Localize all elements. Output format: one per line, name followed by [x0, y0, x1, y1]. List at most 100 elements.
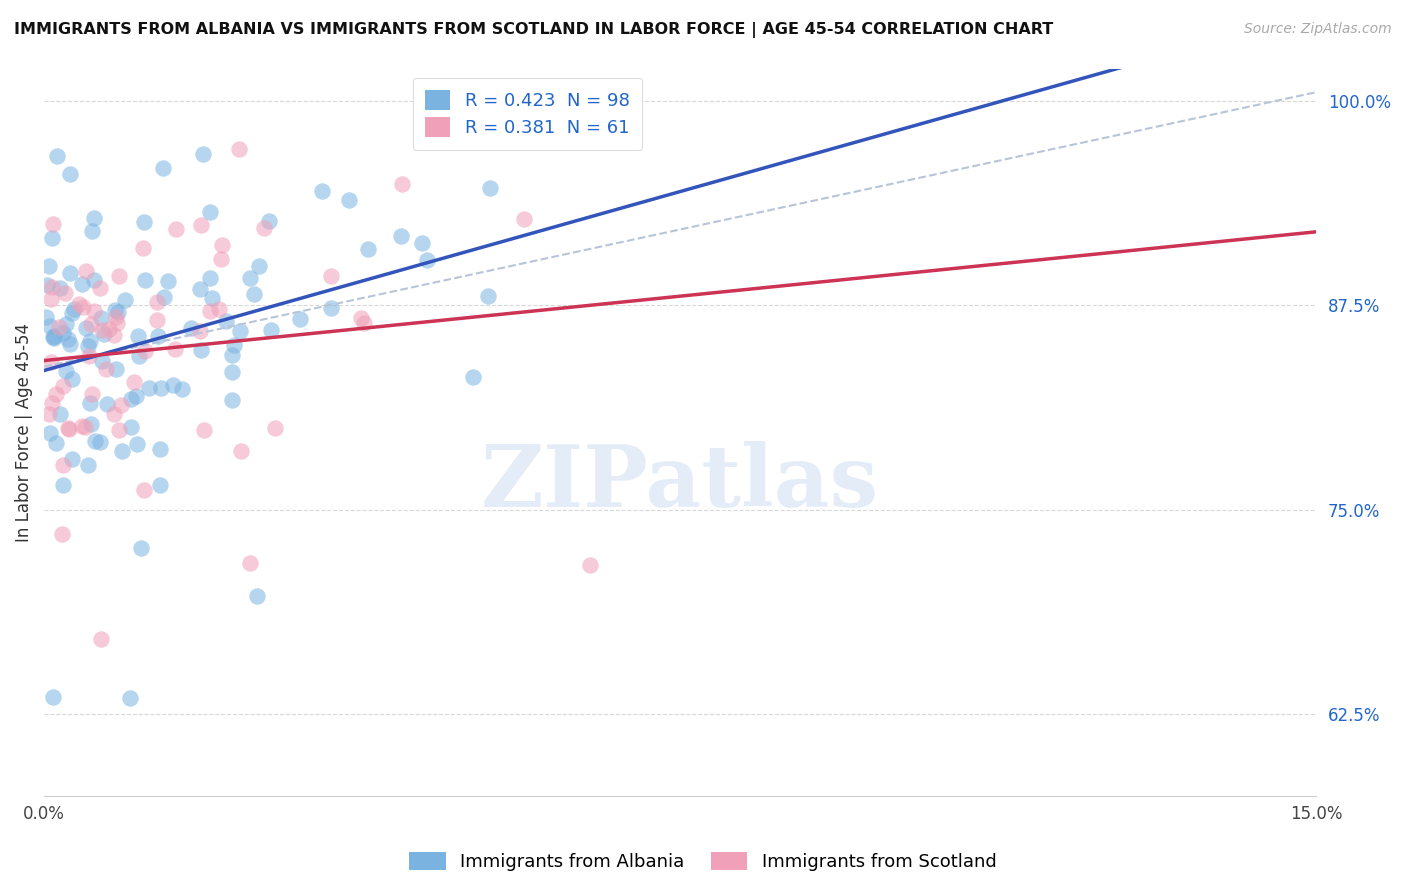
Point — [163, 342, 186, 356]
Point — [150, 381, 173, 395]
Point — [200, 205, 222, 219]
Text: ZIPatlas: ZIPatlas — [481, 441, 879, 525]
Point — [77, 458, 100, 473]
Point — [42, 329, 65, 343]
Point — [134, 273, 156, 287]
Point — [263, 421, 285, 435]
Point — [246, 590, 269, 604]
Point — [478, 181, 501, 195]
Point — [221, 348, 243, 362]
Point — [55, 318, 77, 332]
Point — [239, 556, 262, 570]
Point — [104, 302, 127, 317]
Point — [56, 332, 79, 346]
Point — [56, 420, 79, 434]
Point — [49, 407, 72, 421]
Point — [157, 274, 180, 288]
Point — [180, 321, 202, 335]
Y-axis label: In Labor Force | Age 45-54: In Labor Force | Age 45-54 — [15, 323, 32, 541]
Point — [253, 221, 276, 235]
Point — [201, 292, 224, 306]
Point — [165, 222, 187, 236]
Point — [77, 339, 100, 353]
Point — [229, 324, 252, 338]
Point — [108, 423, 131, 437]
Point — [41, 330, 63, 344]
Point — [48, 319, 70, 334]
Point — [72, 301, 94, 315]
Point — [41, 396, 63, 410]
Point — [311, 185, 333, 199]
Point — [45, 387, 67, 401]
Point — [39, 426, 62, 441]
Point — [83, 304, 105, 318]
Point — [152, 161, 174, 175]
Text: IMMIGRANTS FROM ALBANIA VS IMMIGRANTS FROM SCOTLAND IN LABOR FORCE | AGE 45-54 C: IMMIGRANTS FROM ALBANIA VS IMMIGRANTS FR… — [14, 22, 1053, 38]
Point — [188, 282, 211, 296]
Point — [75, 321, 97, 335]
Point — [59, 266, 82, 280]
Point — [103, 407, 125, 421]
Point — [127, 437, 149, 451]
Point — [149, 442, 172, 456]
Point — [52, 326, 75, 340]
Point — [221, 365, 243, 379]
Point — [89, 435, 111, 450]
Point — [83, 273, 105, 287]
Point — [94, 362, 117, 376]
Point — [125, 389, 148, 403]
Point — [231, 444, 253, 458]
Point — [215, 314, 238, 328]
Point — [70, 418, 93, 433]
Point — [461, 370, 484, 384]
Point — [110, 398, 132, 412]
Point — [132, 214, 155, 228]
Point — [63, 301, 86, 316]
Point — [190, 218, 212, 232]
Point — [243, 287, 266, 301]
Point — [172, 383, 194, 397]
Point — [391, 177, 413, 191]
Point — [41, 690, 63, 705]
Point — [110, 443, 132, 458]
Point — [132, 241, 155, 255]
Point — [91, 353, 114, 368]
Point — [77, 349, 100, 363]
Point — [339, 193, 361, 207]
Point — [49, 281, 72, 295]
Point — [122, 375, 145, 389]
Point — [288, 312, 311, 326]
Point — [222, 337, 245, 351]
Point — [353, 316, 375, 330]
Point — [55, 364, 77, 378]
Point — [51, 458, 73, 472]
Point — [208, 302, 231, 317]
Point — [35, 310, 58, 325]
Point — [80, 224, 103, 238]
Point — [146, 313, 169, 327]
Point — [53, 285, 76, 300]
Point — [228, 143, 250, 157]
Point — [138, 381, 160, 395]
Point — [389, 229, 412, 244]
Point — [134, 483, 156, 497]
Legend: R = 0.423  N = 98, R = 0.381  N = 61: R = 0.423 N = 98, R = 0.381 N = 61 — [412, 78, 643, 150]
Point — [103, 327, 125, 342]
Point — [477, 289, 499, 303]
Point — [46, 148, 69, 162]
Point — [513, 211, 536, 226]
Point — [73, 420, 96, 434]
Point — [90, 311, 112, 326]
Point — [162, 378, 184, 392]
Point — [120, 392, 142, 406]
Point — [90, 632, 112, 647]
Point — [146, 295, 169, 310]
Point — [59, 337, 82, 351]
Point — [62, 372, 84, 386]
Point — [357, 242, 380, 256]
Point — [79, 395, 101, 409]
Point — [60, 451, 83, 466]
Point — [129, 541, 152, 555]
Point — [39, 318, 62, 333]
Point — [58, 422, 80, 436]
